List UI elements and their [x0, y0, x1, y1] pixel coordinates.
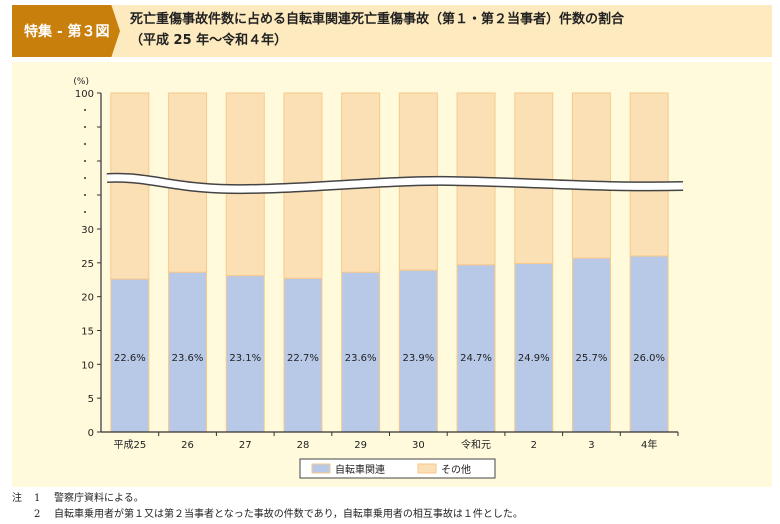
axis-break-dot: [84, 177, 86, 179]
y-tick-label: 30: [81, 225, 94, 236]
x-tick-label: 26: [181, 440, 194, 451]
bar-bicycle: [110, 278, 150, 433]
figure-tag: 特集 - 第３図: [12, 5, 120, 57]
note-text: 警察庁資料による。: [54, 493, 144, 504]
bar-value-label: 23.6%: [345, 353, 377, 364]
axis-break-dot: [84, 143, 86, 145]
y-tick-label: 10: [81, 360, 94, 371]
note-label: 注: [12, 493, 22, 504]
x-tick-label: 3: [588, 440, 594, 451]
bar-value-label: 26.0%: [633, 353, 665, 364]
note-number: 1: [34, 493, 41, 504]
x-tick-label: 2: [531, 440, 537, 451]
y-tick-label: 15: [81, 327, 94, 338]
axis-break-dot: [84, 211, 86, 213]
bar-value-label: 23.9%: [402, 353, 434, 364]
bar-bicycle: [341, 271, 381, 433]
title-line2: （平成 25 年～令和４年）: [130, 33, 288, 48]
bar-value-label: 25.7%: [576, 353, 608, 364]
y-tick-label: 0: [88, 428, 94, 439]
x-tick-label: 29: [354, 440, 367, 451]
chart-title: 死亡重傷事故件数に占める自転車関連死亡重傷事故（第１・第２当事者）件数の割合 （…: [130, 9, 624, 51]
axis-break-dot: [84, 126, 86, 128]
legend-box: [299, 458, 496, 479]
bar-bicycle: [398, 269, 438, 433]
axis-break-dot: [84, 160, 86, 162]
bar-value-label: 22.6%: [114, 353, 146, 364]
y-tick-label: 100: [75, 89, 94, 100]
title-line1: 死亡重傷事故件数に占める自転車関連死亡重傷事故（第１・第２当事者）件数の割合: [130, 12, 625, 27]
axis-break-dot: [84, 194, 86, 196]
y-tick-label: 25: [81, 259, 94, 270]
bar-bicycle: [168, 271, 208, 433]
bar-bicycle: [456, 264, 496, 433]
bar-bicycle: [514, 263, 554, 433]
title-banner: [12, 5, 772, 57]
bar-value-label: 24.9%: [518, 353, 550, 364]
axis-break-wave-fill: [106, 174, 684, 193]
legend-label: その他: [441, 463, 471, 476]
x-tick-label: 令和元: [461, 438, 491, 451]
legend-swatch: [417, 463, 437, 474]
x-tick-label: 4年: [641, 438, 657, 451]
legend-label: 自転車関連: [335, 463, 385, 476]
bar-bicycle: [571, 257, 611, 433]
note-number: 2: [34, 509, 41, 520]
x-tick-label: 28: [297, 440, 310, 451]
bar-other: [629, 92, 669, 257]
axis-break-dot: [84, 109, 86, 111]
bar-bicycle: [283, 277, 323, 433]
x-tick-label: 平成25: [113, 439, 146, 451]
bar-value-label: 23.1%: [229, 353, 261, 364]
bar-value-label: 24.7%: [460, 353, 492, 364]
note-1: 注 1 警察庁資料による。: [12, 491, 523, 507]
bar-other: [571, 92, 611, 259]
x-tick-label: 27: [239, 440, 252, 451]
y-axis-unit: (%): [73, 77, 89, 87]
note-2: 2 自転車乗用者が第１又は第２当事者となった事故の件数であり，自転車乗用者の相互事…: [12, 507, 523, 523]
legend-swatch: [311, 463, 331, 474]
y-tick-label: 5: [88, 394, 94, 405]
x-tick-label: 30: [412, 440, 425, 451]
notes: 注 1 警察庁資料による。 2 自転車乗用者が第１又は第２当事者となった事故の件数であ…: [12, 491, 523, 523]
note-text: 自転車乗用者が第１又は第２当事者となった事故の件数であり，自転車乗用者の相互事故…: [54, 509, 523, 520]
y-tick-label: 20: [81, 293, 94, 304]
figure-tag-label: 特集 - 第３図: [24, 24, 110, 40]
bar-value-label: 23.6%: [172, 353, 204, 364]
bar-other: [110, 92, 150, 280]
bar-bicycle: [629, 255, 669, 433]
bar-bicycle: [225, 275, 265, 433]
bar-value-label: 22.7%: [287, 353, 319, 364]
